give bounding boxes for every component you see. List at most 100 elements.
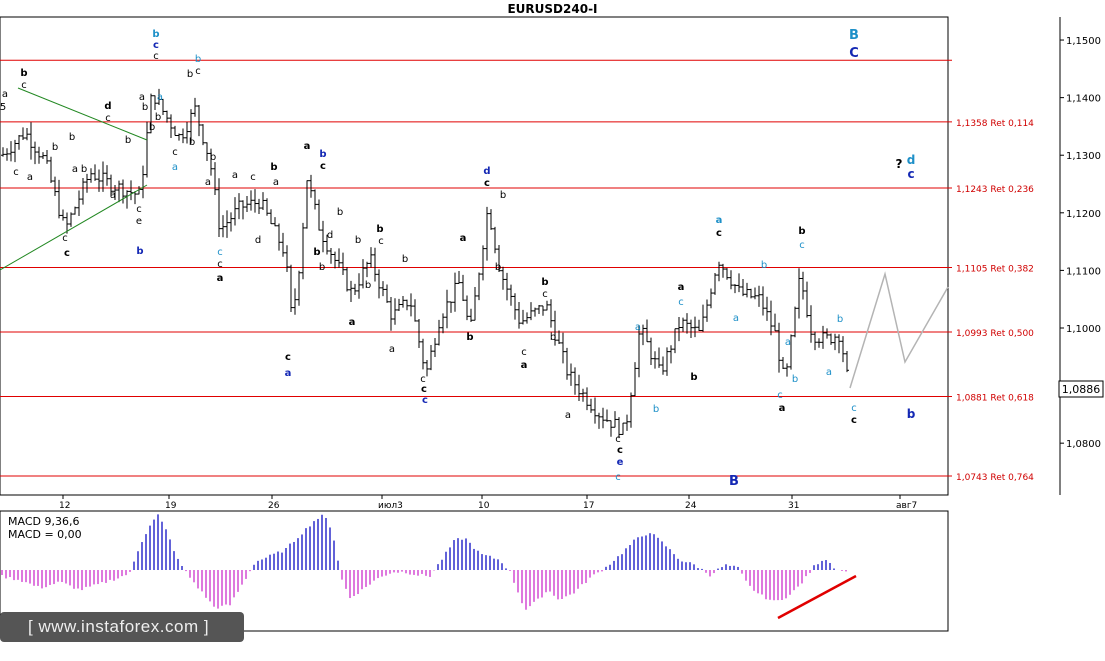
wave-label: c [153,51,159,62]
wave-label: b [792,374,798,385]
trend-upper [17,87,148,141]
wave-label: d [255,235,261,246]
wave-label: b [52,142,58,153]
wave-label-major: d [907,153,916,167]
wave-label: c [851,415,857,426]
x-tick-label: 24 [685,501,697,511]
macd-label: MACD 9,36,6 [8,515,79,528]
wave-label: b [81,164,87,175]
wave-label: b [500,190,506,201]
fib-label: 1,0743 Ret 0,764 [956,473,1034,483]
wave-label: b [187,69,193,80]
wave-label: a [157,92,163,103]
trend-lower [0,184,148,271]
wave-label: a [172,162,178,173]
wave-label: c [484,178,490,189]
y-tick-label: 1,1000 [1066,324,1101,335]
macd-value: MACD = 0,00 [8,528,82,541]
wave-label: a [217,273,224,284]
wave-label: c [195,66,201,77]
macd-pane-border [0,510,949,632]
wave-label: c [13,167,19,178]
wave-label: b [337,207,343,218]
wave-label: b [761,260,767,271]
wave-label: b [270,162,277,173]
x-tick-label: авг7 [896,501,917,511]
fib-label: 1,0881 Ret 0,618 [956,394,1034,404]
wave-label: b [210,152,216,163]
wave-label: c [21,80,27,91]
wave-label: a [716,215,723,226]
wave-label: c [250,172,256,183]
wave-label: b [155,112,161,123]
wave-label: c [62,233,68,244]
macd-trend-line [777,574,857,620]
wave-label: b [136,246,143,257]
x-tick-label: 26 [268,501,280,511]
x-tick-label: 10 [478,501,490,511]
wave-label: c [217,247,223,258]
wave-label: b [653,404,659,415]
y-tick-label: 1,1300 [1066,151,1101,162]
price-bars [1,88,849,439]
watermark: [ www.instaforex.com ] [0,612,244,642]
wave-label: c [421,384,427,395]
forecast-zigzag [849,271,949,389]
x-tick-label: 12 [59,501,70,511]
wave-label: a [460,233,467,244]
wave-label: c [617,445,623,456]
wave-label: b [355,235,361,246]
wave-label: a [521,360,528,371]
wave-label: c [320,161,326,172]
fib-label: 1,1243 Ret 0,236 [956,185,1034,195]
wave-label: a [785,337,791,348]
wave-label: 5 [0,102,6,113]
current-price-marker: 1,0886 [1058,380,1104,398]
wave-label: a [349,317,356,328]
macd-histogram [1,514,857,620]
macd-value-label: MACD = 0,00 [8,528,82,541]
wave-label-major: c [907,167,914,181]
wave-label: a [139,92,145,103]
wave-label: b [20,68,27,79]
wave-label: a [826,367,832,378]
price-pane-border [0,16,949,496]
wave-label: b [376,224,383,235]
wave-label: c [422,395,428,406]
wave-label: b [152,29,159,40]
wave-label: c [615,472,621,483]
wave-label: c [420,374,426,385]
wave-label: a [779,403,786,414]
chart-title: EURUSD240-I [507,2,598,16]
wave-label: c [716,228,722,239]
wave-label: b [798,226,805,237]
wave-label: d [104,101,111,112]
wave-label: b [149,122,155,133]
wave-label: d [483,166,490,177]
current-price-label: 1,0886 [1062,383,1101,396]
wave-label: c [136,204,142,215]
wave-label: b [837,314,843,325]
y-tick-label: 1,1100 [1066,266,1101,277]
wave-label: c [285,352,291,363]
wave-label-major: ? [896,157,903,171]
wave-label: b [495,262,501,273]
wave-label: a [635,322,641,333]
wave-label-major: B [849,28,859,43]
wave-label: b [189,137,195,148]
wave-label: a [304,141,311,152]
fib-label: 1,1105 Ret 0,382 [956,265,1034,275]
fib-levels: 1,1358 Ret 0,114 1,1243 Ret 0,236 1,1105 R… [0,59,1034,483]
trend-lines [0,87,148,271]
wave-label: d [327,230,333,241]
wave-label: c [851,403,857,414]
x-tick-label: 17 [583,501,594,511]
wave-label: c [678,297,684,308]
wave-label: b [142,102,148,113]
wave-label: c [777,390,783,401]
wave-label: a [285,368,292,379]
wave-label: c [217,259,223,270]
x-tick-label: 31 [788,501,799,511]
